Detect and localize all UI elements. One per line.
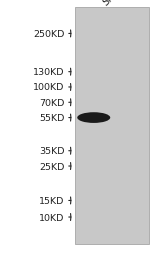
Text: SH-SY5Y: SH-SY5Y — [101, 0, 137, 8]
Text: 130KD: 130KD — [33, 68, 64, 77]
Text: 250KD: 250KD — [33, 30, 64, 39]
Text: 15KD: 15KD — [39, 196, 64, 205]
Text: 10KD: 10KD — [39, 213, 64, 222]
Text: 100KD: 100KD — [33, 83, 64, 92]
Text: 35KD: 35KD — [39, 147, 64, 156]
Ellipse shape — [77, 113, 110, 123]
FancyBboxPatch shape — [75, 8, 148, 244]
Text: 70KD: 70KD — [39, 98, 64, 107]
Text: 55KD: 55KD — [39, 114, 64, 123]
Text: 25KD: 25KD — [39, 162, 64, 171]
